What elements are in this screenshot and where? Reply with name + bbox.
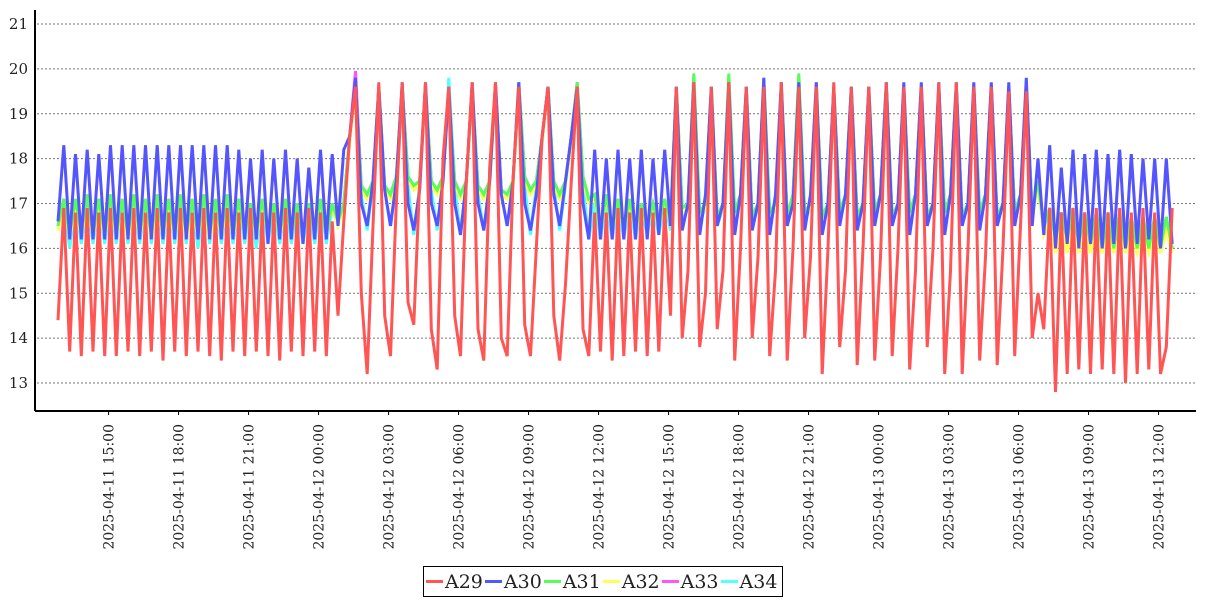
legend-swatch: [484, 580, 502, 583]
legend-item-a31[interactable]: A31: [543, 570, 601, 593]
legend-label: A34: [739, 570, 778, 593]
x-tick-label: 2025-04-12 03:00: [382, 424, 398, 550]
legend-label: A32: [621, 570, 660, 593]
legend-swatch: [720, 580, 738, 583]
series-line-a29: [56, 82, 1174, 393]
x-tick-label: 2025-04-12 18:00: [732, 424, 748, 550]
legend-swatch: [426, 580, 443, 583]
x-tick-label: 2025-04-12 09:00: [522, 424, 538, 550]
legend-item-a30[interactable]: A30: [484, 570, 542, 593]
x-tick-label: 2025-04-12 12:00: [592, 424, 608, 550]
series-line-a30: [56, 77, 1174, 249]
series-lines: [56, 70, 1174, 393]
legend-item-a33[interactable]: A33: [661, 570, 719, 593]
y-tick-label: 13: [9, 374, 28, 392]
legend-swatch: [661, 580, 679, 583]
x-tick-label: 2025-04-13 00:00: [872, 424, 888, 550]
legend-item-a29[interactable]: A29: [426, 571, 483, 593]
x-tick-label: 2025-04-12 06:00: [452, 424, 468, 550]
legend-label: A30: [503, 570, 542, 593]
y-tick-label: 16: [9, 239, 28, 257]
x-tick-label: 2025-04-12 15:00: [662, 424, 678, 550]
x-tick-label: 2025-04-13 03:00: [942, 424, 958, 550]
y-tick-label: 18: [9, 150, 28, 168]
legend-item-a32[interactable]: A32: [602, 570, 660, 593]
y-tick-label: 15: [9, 284, 28, 302]
x-tick-label: 2025-04-11 15:00: [102, 424, 118, 550]
x-tick-label: 2025-04-11 21:00: [242, 424, 258, 550]
legend-swatch: [602, 580, 620, 583]
y-tick-label: 17: [9, 195, 28, 213]
x-tick-label: 2025-04-12 00:00: [312, 424, 328, 550]
x-tick-label: 2025-04-13 06:00: [1012, 424, 1028, 550]
y-tick-label: 20: [9, 60, 28, 78]
x-axis-tick-labels: 2025-04-11 15:00 2025-04-11 18:00 2025-04-…: [102, 411, 1168, 550]
x-tick-label: 2025-04-13 09:00: [1082, 424, 1098, 550]
legend-label: A31: [562, 570, 601, 593]
legend-label: A33: [680, 570, 719, 593]
x-tick-label: 2025-04-11 18:00: [172, 424, 188, 550]
legend-swatch: [543, 580, 561, 583]
y-axis-tick-labels: 13 14 15 16 17 18 19 20 21: [9, 15, 28, 392]
y-tick-label: 19: [9, 105, 28, 123]
x-tick-label: 2025-04-13 12:00: [1152, 424, 1168, 550]
legend: A29 A30 A31 A32 A33 A34: [423, 566, 784, 597]
y-tick-label: 21: [9, 15, 28, 33]
y-tick-label: 14: [9, 329, 28, 347]
legend-item-a34[interactable]: A34: [720, 570, 778, 593]
legend-label: A29: [445, 570, 483, 593]
x-tick-label: 2025-04-12 21:00: [802, 424, 818, 550]
